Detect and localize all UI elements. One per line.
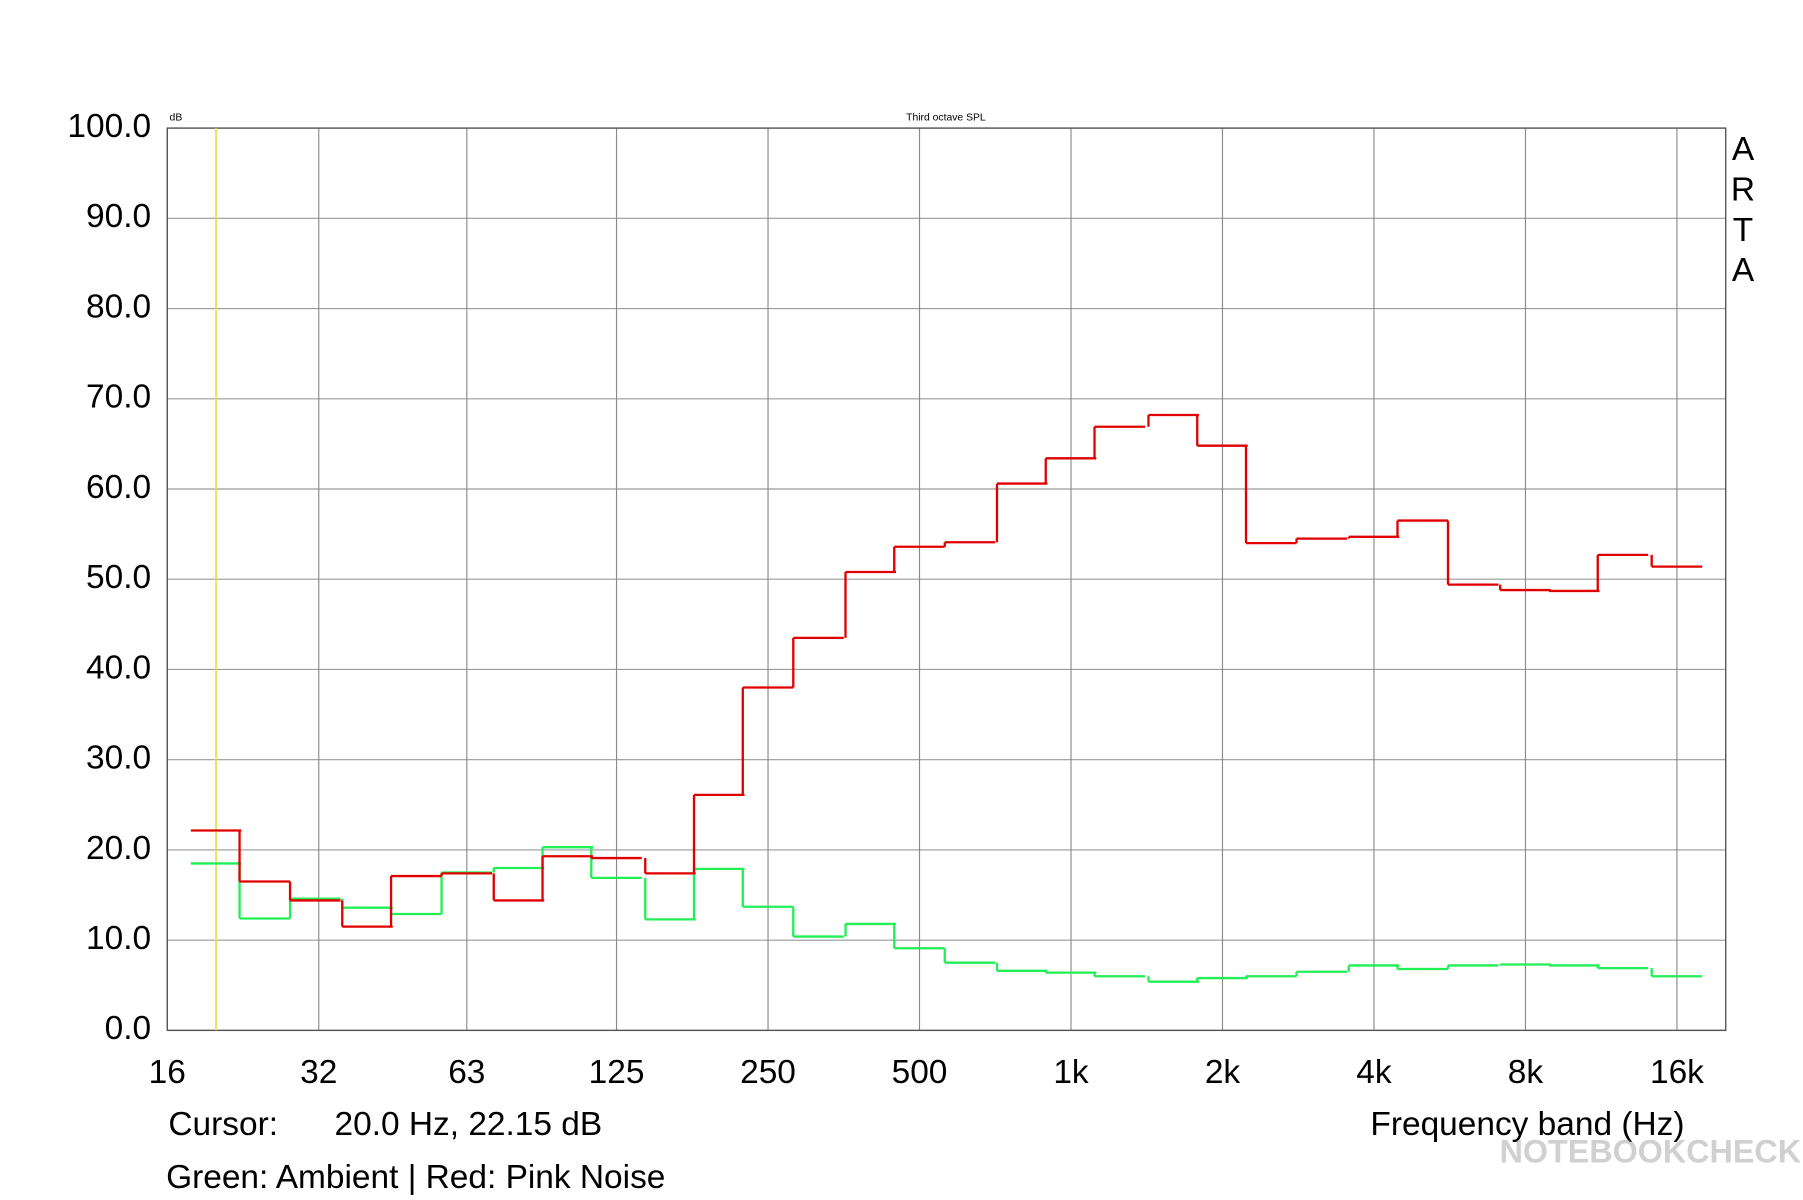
x-tick-label: 250 <box>740 1054 796 1091</box>
brand-letter: A <box>1732 131 1755 168</box>
x-tick-label: 32 <box>300 1054 337 1091</box>
series-note: Green: Ambient | Red: Pink Noise <box>166 1159 665 1196</box>
x-tick-label: 8k <box>1508 1054 1544 1091</box>
x-tick-label: 16k <box>1650 1054 1704 1091</box>
x-tick-label: 4k <box>1356 1054 1392 1091</box>
brand-letter: R <box>1731 171 1755 208</box>
cursor-readout: 20.0 Hz, 22.15 dB <box>335 1106 603 1143</box>
chart-title: Third octave SPL <box>906 112 986 123</box>
x-tick-label: 1k <box>1053 1054 1089 1091</box>
y-tick-label: 40.0 <box>86 649 151 686</box>
y-tick-label: 30.0 <box>86 740 151 777</box>
y-tick-label: 80.0 <box>86 288 151 325</box>
plot-frame <box>166 127 1727 1032</box>
y-tick-label: 50.0 <box>86 559 151 596</box>
y-tick-label: 60.0 <box>86 469 151 506</box>
x-tick-label: 500 <box>892 1054 948 1091</box>
y-tick-label: 100.0 <box>67 108 151 145</box>
y-tick-label: 70.0 <box>86 379 151 416</box>
y-tick-label: 0.0 <box>105 1010 151 1047</box>
x-tick-label: 2k <box>1205 1054 1241 1091</box>
x-tick-label: 16 <box>149 1054 186 1091</box>
x-tick-label: 125 <box>589 1054 645 1091</box>
y-tick-label: 20.0 <box>86 830 151 867</box>
watermark: NOTEBOOKCHECK <box>1500 1133 1802 1169</box>
brand-letter: A <box>1732 252 1755 289</box>
y-tick-label: 10.0 <box>86 920 151 957</box>
brand-letter: T <box>1733 212 1753 249</box>
y-tick-label: 90.0 <box>86 198 151 235</box>
cursor-label: Cursor: <box>168 1106 278 1143</box>
x-axis-label: Frequency band (Hz) <box>1370 1106 1684 1143</box>
x-tick-label: 63 <box>448 1054 485 1091</box>
y-unit: dB <box>170 112 183 123</box>
